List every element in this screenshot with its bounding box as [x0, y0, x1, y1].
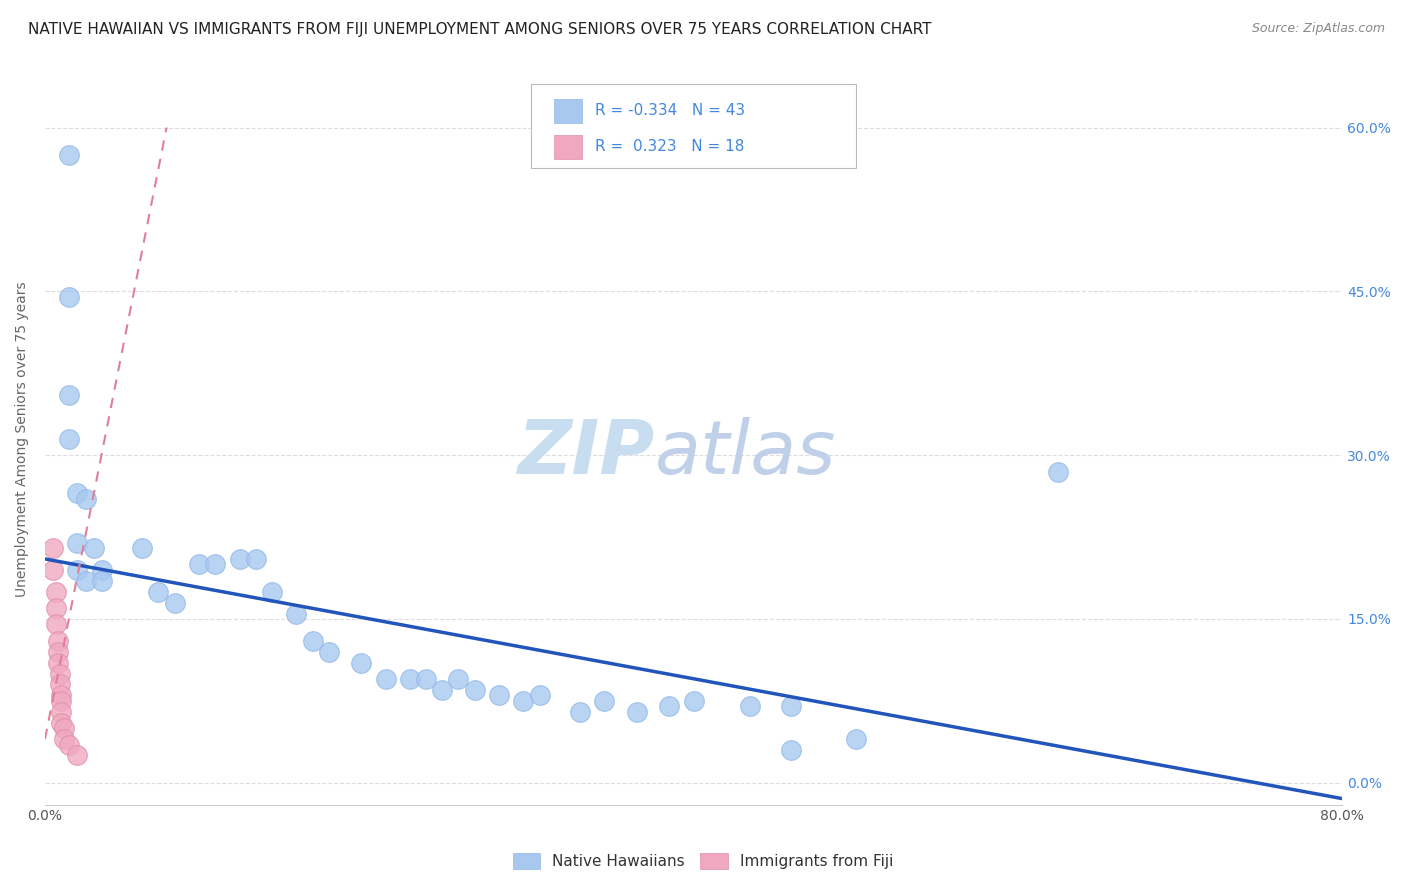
- Point: [512, 694, 534, 708]
- Point: [260, 584, 283, 599]
- Point: [66, 535, 89, 549]
- Point: [58, 290, 80, 304]
- Point: [780, 699, 803, 714]
- Point: [48, 666, 70, 681]
- Point: [245, 552, 267, 566]
- Point: [432, 682, 454, 697]
- Point: [45, 617, 67, 632]
- FancyBboxPatch shape: [554, 99, 582, 123]
- Text: R = -0.334   N = 43: R = -0.334 N = 43: [595, 103, 745, 118]
- Point: [228, 552, 250, 566]
- Point: [45, 601, 67, 615]
- Point: [398, 672, 420, 686]
- Point: [780, 743, 803, 757]
- Point: [46, 633, 69, 648]
- Y-axis label: Unemployment Among Seniors over 75 years: Unemployment Among Seniors over 75 years: [15, 281, 30, 597]
- Point: [464, 682, 486, 697]
- Point: [51, 715, 73, 730]
- Point: [301, 633, 323, 648]
- Point: [658, 699, 681, 714]
- Point: [740, 699, 762, 714]
- Text: ZIP: ZIP: [517, 417, 655, 490]
- Point: [51, 689, 73, 703]
- Text: R =  0.323   N = 18: R = 0.323 N = 18: [595, 139, 744, 154]
- Point: [46, 656, 69, 670]
- Point: [75, 491, 97, 506]
- FancyBboxPatch shape: [531, 84, 856, 168]
- Point: [148, 584, 170, 599]
- Point: [1047, 465, 1070, 479]
- Point: [626, 705, 648, 719]
- Point: [53, 732, 76, 747]
- Point: [75, 574, 97, 588]
- Point: [58, 432, 80, 446]
- Point: [58, 148, 80, 162]
- Point: [529, 689, 551, 703]
- Point: [447, 672, 470, 686]
- Point: [42, 541, 65, 555]
- Point: [53, 721, 76, 735]
- Point: [48, 677, 70, 691]
- Point: [350, 656, 373, 670]
- Point: [682, 694, 704, 708]
- Point: [163, 596, 186, 610]
- Point: [42, 563, 65, 577]
- Point: [285, 607, 308, 621]
- Point: [83, 541, 105, 555]
- Point: [845, 732, 868, 747]
- Point: [204, 558, 226, 572]
- Point: [58, 388, 80, 402]
- Point: [51, 694, 73, 708]
- Point: [415, 672, 437, 686]
- Point: [51, 705, 73, 719]
- Point: [188, 558, 211, 572]
- Point: [45, 584, 67, 599]
- Text: Source: ZipAtlas.com: Source: ZipAtlas.com: [1251, 22, 1385, 36]
- Point: [374, 672, 396, 686]
- Legend: Native Hawaiians, Immigrants from Fiji: Native Hawaiians, Immigrants from Fiji: [506, 847, 900, 875]
- Text: atlas: atlas: [655, 417, 837, 490]
- Point: [593, 694, 616, 708]
- Point: [318, 645, 340, 659]
- Point: [66, 563, 89, 577]
- Point: [488, 689, 510, 703]
- Point: [569, 705, 592, 719]
- Point: [46, 645, 69, 659]
- Point: [90, 563, 112, 577]
- Text: NATIVE HAWAIIAN VS IMMIGRANTS FROM FIJI UNEMPLOYMENT AMONG SENIORS OVER 75 YEARS: NATIVE HAWAIIAN VS IMMIGRANTS FROM FIJI …: [28, 22, 932, 37]
- Point: [66, 486, 89, 500]
- Point: [58, 738, 80, 752]
- Point: [90, 574, 112, 588]
- Point: [131, 541, 153, 555]
- Point: [66, 748, 89, 763]
- FancyBboxPatch shape: [554, 135, 582, 159]
